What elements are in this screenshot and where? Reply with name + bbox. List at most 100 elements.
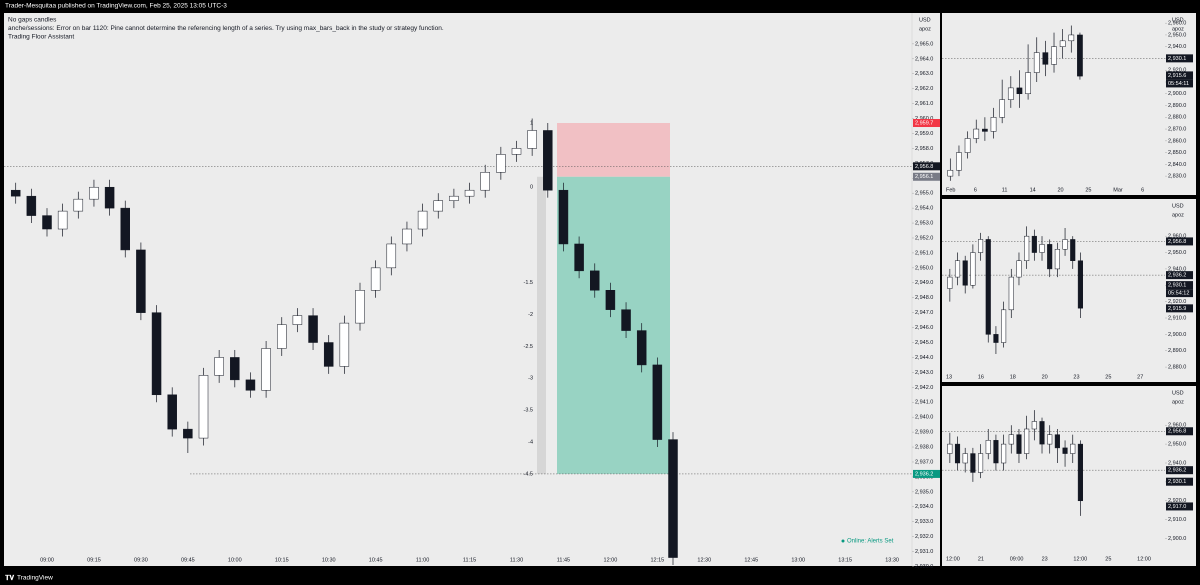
y-tick-label: 2,850.0 xyxy=(1168,150,1186,156)
stop-zone xyxy=(557,123,670,177)
candle-body xyxy=(1016,260,1022,278)
candle-body xyxy=(1054,434,1060,449)
y-tick-label: 2,952.0 xyxy=(915,235,933,241)
y-tick-label: 2,830.0 xyxy=(1168,174,1186,180)
candle-body xyxy=(1062,239,1068,250)
price-tag xyxy=(913,162,940,171)
x-tick-label: 10:45 xyxy=(369,557,383,563)
side-panel xyxy=(942,199,1196,382)
candle-body xyxy=(1033,52,1040,73)
candle-body xyxy=(1007,87,1014,100)
candle-body xyxy=(978,239,984,253)
y-tick-label: 2,900.0 xyxy=(1168,332,1186,338)
y-tick-label: 2,962.0 xyxy=(915,86,933,92)
price-tag-label: 2,930.1 xyxy=(1168,283,1186,289)
candle-body xyxy=(527,130,537,149)
position-level: -3.5 xyxy=(524,408,533,414)
price-tag-label: 2,936.2 xyxy=(1168,468,1186,474)
y-tick-label: 2,860.0 xyxy=(1168,138,1186,144)
y-tick-label: 2,945.0 xyxy=(915,340,933,346)
y-tick-label: 2,940.0 xyxy=(1168,460,1186,466)
price-tag-label: 2,956.8 xyxy=(915,164,933,170)
y-tick-label: 2,900.0 xyxy=(1168,91,1186,97)
candle-body xyxy=(964,138,971,153)
candle-body xyxy=(1039,244,1045,253)
y-tick-label: 2,932.0 xyxy=(915,534,933,540)
side-panel xyxy=(942,386,1196,566)
y-tick-label: 2,948.0 xyxy=(915,295,933,301)
countdown: 05:54:11 xyxy=(1168,81,1189,87)
candle-body xyxy=(652,364,663,440)
candle-body xyxy=(970,453,976,473)
candle-body xyxy=(978,453,984,473)
candle-body xyxy=(970,252,976,286)
x-tick-label: 10:30 xyxy=(322,557,336,563)
candle-body xyxy=(993,334,999,343)
side-panel xyxy=(942,13,1196,195)
y-tick-label: 2,943.0 xyxy=(915,370,933,376)
brand: TradingView xyxy=(17,575,53,582)
x-tick-label: 12:15 xyxy=(650,557,664,563)
position-level: -4 xyxy=(528,439,533,445)
scale-label: apoz xyxy=(1172,26,1184,32)
countdown-tag xyxy=(1166,79,1193,88)
x-tick-label: 11:15 xyxy=(463,557,476,563)
price-tag-label: 2,956.8 xyxy=(1168,239,1186,245)
x-tick-label: 13 xyxy=(946,374,952,380)
currency: USD xyxy=(1172,17,1184,23)
status: Online: Alerts Set xyxy=(847,539,894,545)
candle-body xyxy=(355,290,365,324)
status-dot xyxy=(841,539,845,543)
y-tick-label: 2,951.0 xyxy=(915,250,933,256)
candle-body xyxy=(496,154,506,173)
position-level: -2 xyxy=(528,312,533,318)
candle-body xyxy=(1008,276,1014,311)
x-tick-label: 11:00 xyxy=(416,557,429,563)
price-tag xyxy=(1166,54,1193,63)
x-tick-label: 23 xyxy=(1042,556,1048,562)
y-tick-label: 2,910.0 xyxy=(1168,315,1186,321)
y-tick-label: 2,955.0 xyxy=(915,191,933,197)
candle-body xyxy=(954,260,961,278)
candle-body xyxy=(120,207,130,251)
price-tag xyxy=(913,469,940,478)
candle-body xyxy=(10,189,21,197)
candle-body xyxy=(543,130,553,191)
candle-body xyxy=(339,322,350,367)
candle-body xyxy=(990,117,997,132)
y-tick-label: 2,950.0 xyxy=(1168,442,1186,448)
x-tick-label: 09:15 xyxy=(87,557,101,563)
candle-body xyxy=(245,379,256,391)
candle-body xyxy=(605,290,616,310)
x-tick-label: 25 xyxy=(1105,374,1111,380)
price-tag-label: 2,936.2 xyxy=(1168,273,1186,279)
x-tick-label: 09:00 xyxy=(40,557,54,563)
price-tag xyxy=(1166,427,1193,436)
candle-body xyxy=(151,312,162,396)
x-tick-label: 12:00 xyxy=(1137,556,1151,562)
candle-body xyxy=(985,440,991,454)
price-tag xyxy=(1166,271,1193,280)
candle-body xyxy=(417,210,428,230)
candle-body xyxy=(574,243,584,272)
price-tag-label: 2,930.1 xyxy=(1168,56,1186,62)
position-level: -3 xyxy=(528,376,533,382)
scale-label: apoz xyxy=(919,26,931,32)
candle-body xyxy=(1024,235,1030,261)
candle-body xyxy=(511,148,522,155)
candle-body xyxy=(214,357,224,376)
position-level: -2.5 xyxy=(524,344,533,350)
candle-body xyxy=(668,439,678,558)
x-tick-label: 27 xyxy=(1137,374,1143,380)
y-tick-label: 2,949.0 xyxy=(915,280,933,286)
candle-body xyxy=(1054,249,1060,270)
y-tick-label: 2,950.0 xyxy=(1168,250,1186,256)
x-tick-label: 14 xyxy=(1030,187,1036,193)
y-tick-label: 2,938.0 xyxy=(915,444,933,450)
x-tick-label: 10:00 xyxy=(228,557,242,563)
countdown: 05:54:12 xyxy=(1168,291,1189,297)
price-tag-label: 2,936.2 xyxy=(915,471,933,477)
candle-body xyxy=(590,270,600,291)
candle-body xyxy=(1039,421,1045,445)
candle-body xyxy=(73,198,84,212)
